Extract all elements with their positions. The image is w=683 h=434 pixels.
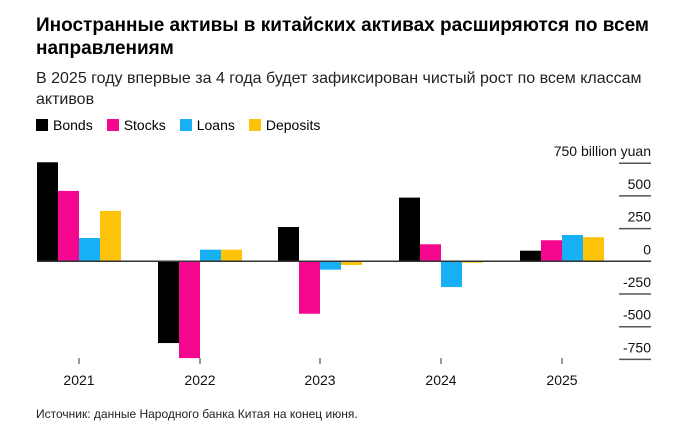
legend-swatch [248, 119, 261, 131]
source-note: Источник: данные Народного банка Китая н… [36, 407, 358, 421]
legend-swatch [36, 119, 48, 131]
legend-item-loans: Loans [179, 117, 235, 133]
chart-title: Иностранные активы в китайских активах р… [36, 15, 649, 59]
bar-stocks-2022 [179, 261, 200, 359]
y-tick-label: 250 [628, 209, 652, 225]
y-tick-label: 0 [643, 241, 651, 257]
x-tick-label: 2023 [304, 372, 335, 388]
x-tick-label: 2021 [63, 372, 94, 388]
bar-loans-2022 [200, 249, 221, 262]
bar-loans-2025 [562, 235, 583, 262]
bar-deposits-2021 [100, 210, 121, 262]
legend-item-deposits: Deposits [248, 117, 321, 133]
bar-deposits-2023 [341, 261, 362, 265]
bar-bonds-2023 [278, 227, 299, 262]
legend-label: Stocks [123, 117, 166, 133]
legend-label: Bonds [53, 117, 93, 133]
legend-item-bonds: Bonds [36, 117, 93, 133]
bar-loans-2024 [441, 261, 462, 288]
bar-loans-2023 [320, 261, 341, 270]
bar-stocks-2025 [541, 240, 562, 262]
legend-item-stocks: Stocks [106, 117, 166, 133]
legend-swatch [106, 119, 119, 131]
bar-bonds-2021 [37, 162, 58, 262]
legend-label: Deposits [265, 117, 321, 133]
y-tick-label: -250 [623, 274, 651, 290]
bar-deposits-2022 [221, 249, 242, 262]
bar-deposits-2025 [583, 237, 604, 262]
legend-swatch [179, 119, 192, 131]
bar-stocks-2023 [299, 261, 320, 314]
y-tick-label: 750 billion yuan [554, 143, 651, 159]
x-tick-label: 2024 [425, 372, 456, 388]
y-tick-label: 500 [628, 176, 652, 192]
legend-label: Loans [196, 117, 235, 133]
bar-bonds-2022 [158, 261, 179, 344]
bar-bonds-2024 [399, 197, 420, 262]
chart-subtitle: В 2025 году впервые за 4 года будет зафи… [36, 70, 642, 108]
bar-stocks-2021 [58, 190, 79, 262]
bar-bonds-2025 [520, 250, 541, 262]
legend: Bonds Stocks Loans Deposits [36, 117, 320, 133]
x-tick-label: 2022 [184, 372, 215, 388]
y-tick-label: -750 [623, 339, 651, 355]
y-tick-label: -500 [623, 307, 651, 323]
bar-stocks-2024 [420, 244, 441, 262]
bar-loans-2021 [79, 238, 100, 262]
x-tick-label: 2025 [546, 372, 577, 388]
